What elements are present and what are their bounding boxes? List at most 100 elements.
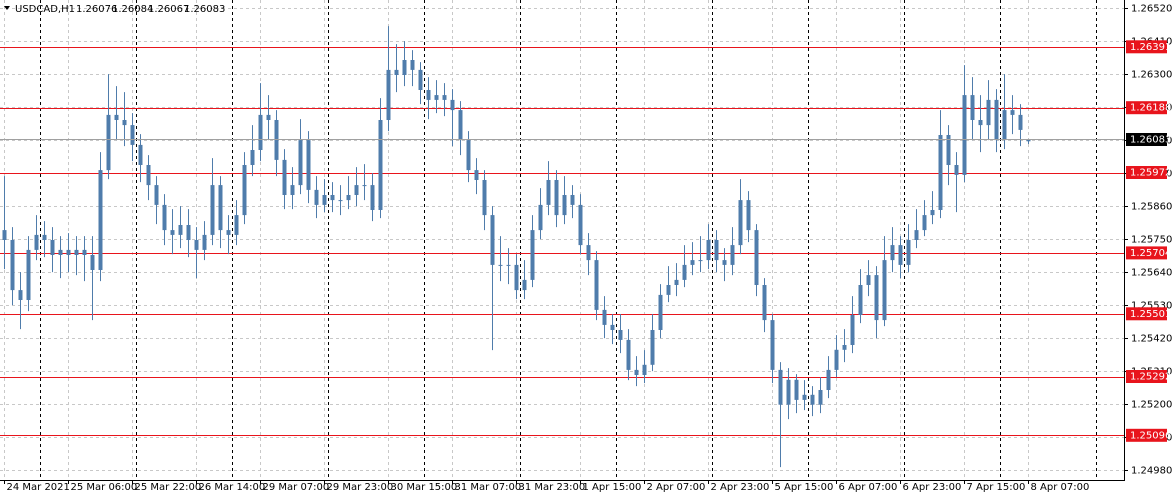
- candle-body: [314, 189, 319, 205]
- candle-body: [914, 230, 919, 240]
- candle-body: [466, 140, 471, 171]
- candle-body: [522, 279, 527, 291]
- candle-body: [234, 215, 239, 235]
- x-tick-label: 1 Apr 15:00: [583, 482, 642, 493]
- candle-body: [562, 195, 567, 216]
- candle-body: [1010, 110, 1015, 115]
- candle-body: [626, 339, 631, 370]
- candle-body: [994, 99, 999, 141]
- candle-body: [858, 285, 863, 315]
- candle-body: [90, 255, 95, 270]
- y-tick-label: 1.25200: [1131, 400, 1172, 411]
- candle-body: [426, 90, 431, 100]
- candle-body: [394, 69, 399, 75]
- candle-body: [290, 185, 295, 195]
- candle-body: [498, 264, 503, 266]
- candle-body: [658, 294, 663, 330]
- candle-body: [218, 185, 223, 231]
- candle-body: [834, 349, 839, 370]
- level-label: 1.26391: [1130, 42, 1171, 53]
- candle-body: [346, 195, 351, 201]
- x-tick-label: 2 Apr 07:00: [647, 482, 706, 493]
- y-tick-label: 1.25750: [1131, 235, 1172, 246]
- candle-body: [810, 394, 815, 405]
- candle-body: [970, 95, 975, 120]
- candle-body: [106, 114, 111, 171]
- axis-layer: 1.265201.264101.263001.261901.260801.259…: [4, 4, 1172, 493]
- candle-body: [594, 260, 599, 310]
- candle-body: [266, 114, 271, 120]
- candle-body: [682, 264, 687, 280]
- candle-body: [618, 330, 623, 340]
- price-label-bg: [1126, 133, 1167, 146]
- candle-body: [898, 245, 903, 265]
- x-tick-label: 25 Mar 22:00: [135, 482, 202, 493]
- candle-body: [242, 165, 247, 216]
- candle-body: [586, 245, 591, 261]
- candle-body: [770, 320, 775, 370]
- x-tick-label: 31 Mar 23:00: [519, 482, 586, 493]
- candle-body: [162, 204, 167, 231]
- candle-body: [138, 144, 143, 165]
- level-label-bg: [1126, 40, 1167, 54]
- candle-body: [650, 330, 655, 365]
- candle-body: [458, 110, 463, 141]
- candle-body: [698, 260, 703, 262]
- candle-body: [722, 260, 727, 265]
- candle-body: [378, 120, 383, 210]
- header-low: 1.26067: [148, 4, 189, 15]
- candle-body: [778, 369, 783, 405]
- candle-body: [802, 394, 807, 400]
- candle-body: [538, 204, 543, 231]
- price-label: 1.26083: [1130, 135, 1171, 146]
- candle-body: [338, 200, 343, 202]
- header-high: 1.26084: [112, 4, 153, 15]
- candle-body: [306, 140, 311, 190]
- candle-body: [330, 195, 335, 201]
- candle-body: [954, 165, 959, 175]
- candle-body: [602, 309, 607, 325]
- candle-body: [610, 324, 615, 330]
- menu-arrow[interactable]: [4, 6, 10, 10]
- candle-body: [178, 225, 183, 235]
- x-tick-label: 24 Mar 2021: [7, 482, 70, 493]
- candle-body: [730, 245, 735, 265]
- candle-body: [66, 249, 71, 255]
- x-tick-label: 6 Apr 07:00: [839, 482, 898, 493]
- candle-body: [122, 120, 127, 126]
- x-tick-label: 31 Mar 07:00: [455, 482, 522, 493]
- candle-body: [746, 200, 751, 231]
- candle-body: [194, 240, 199, 250]
- candle-body: [714, 240, 719, 261]
- candle-body: [386, 69, 391, 120]
- candle-body: [874, 275, 879, 321]
- y-tick-label: 1.26520: [1131, 4, 1172, 15]
- candle-body: [250, 150, 255, 165]
- candle-body: [882, 260, 887, 321]
- candle-body: [82, 249, 87, 255]
- candle-body: [754, 230, 759, 285]
- level-label-bg: [1126, 246, 1167, 260]
- x-tick-label: 8 Apr 07:00: [1031, 482, 1090, 493]
- candle-body: [490, 215, 495, 265]
- candle-body: [258, 114, 263, 150]
- candle-body: [850, 315, 855, 345]
- candle-body: [50, 240, 55, 255]
- candle-body: [482, 180, 487, 216]
- level-label: 1.25096: [1130, 430, 1171, 441]
- marks-layer: [0, 26, 1124, 468]
- candle-body: [154, 185, 159, 205]
- candle-body: [906, 240, 911, 265]
- y-tick-label: 1.25860: [1131, 202, 1172, 213]
- candle-body: [298, 140, 303, 186]
- candle-body: [146, 165, 151, 186]
- candle-body: [18, 290, 23, 300]
- candle-body: [946, 135, 951, 165]
- candle-body: [402, 60, 407, 75]
- candle-body: [322, 195, 327, 205]
- candle-body: [1002, 110, 1007, 141]
- candle-body: [418, 69, 423, 90]
- level-label: 1.25501: [1130, 309, 1171, 320]
- candle-body: [434, 95, 439, 100]
